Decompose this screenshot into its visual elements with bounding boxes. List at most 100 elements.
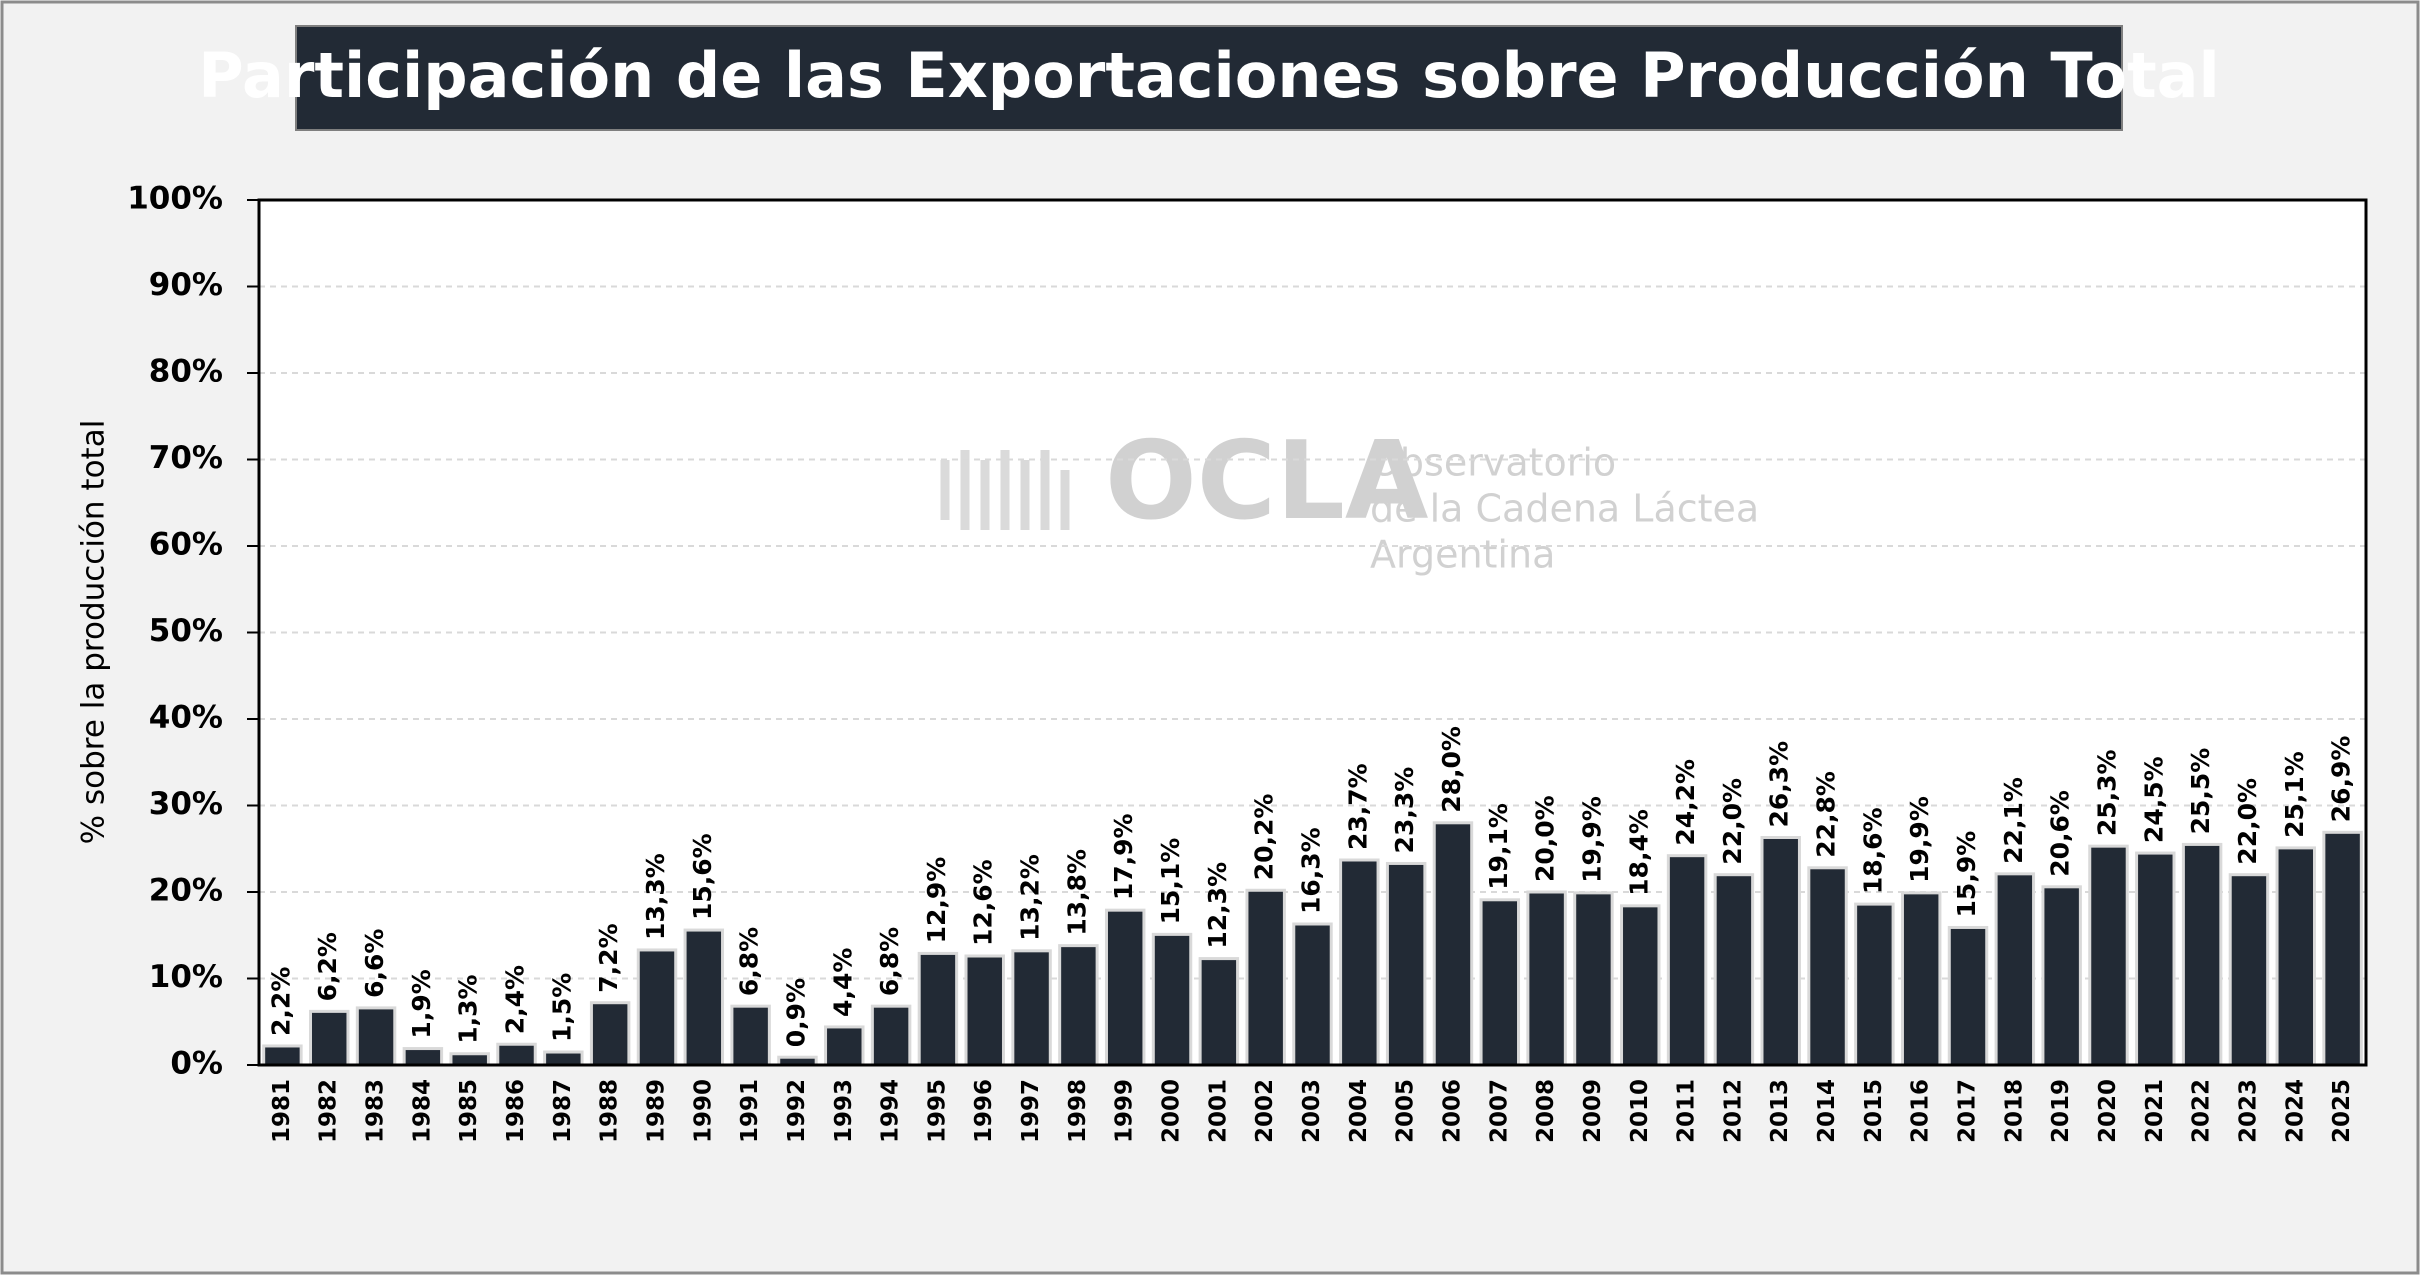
- value-label: 2,4%: [501, 965, 530, 1034]
- value-label: 1,3%: [454, 974, 483, 1043]
- bar: [1104, 908, 1146, 1067]
- value-label: 26,9%: [2327, 736, 2356, 823]
- chart-title: Participación de las Exportaciones sobre…: [198, 39, 2220, 112]
- bar: [1807, 866, 1848, 1067]
- watermark-line: Observatorio: [1370, 441, 1616, 485]
- bar: [2135, 851, 2176, 1067]
- x-tick-label: 1983: [363, 1079, 389, 1143]
- bar: [2181, 842, 2223, 1067]
- title-box: [295, 25, 2123, 131]
- value-label: 22,0%: [1718, 778, 1747, 865]
- value-label: 18,6%: [1858, 807, 1887, 894]
- x-tick-label: 1996: [971, 1079, 997, 1143]
- value-label: 13,2%: [1016, 854, 1045, 941]
- bar: [1432, 821, 1474, 1067]
- value-label: 23,3%: [1390, 767, 1419, 854]
- bar: [1292, 922, 1333, 1067]
- watermark-line: de la Cadena Láctea: [1370, 487, 1759, 531]
- bar: [730, 1004, 771, 1067]
- value-label: 15,9%: [1952, 831, 1981, 918]
- x-tick-label: 2002: [1252, 1079, 1278, 1143]
- bar: [262, 1044, 303, 1067]
- bar: [964, 954, 1005, 1067]
- bar: [2322, 830, 2363, 1067]
- value-label: 18,4%: [1624, 809, 1653, 896]
- x-tick-label: 2013: [1767, 1079, 1793, 1143]
- x-tick-label: 1985: [456, 1079, 482, 1143]
- x-tick-label: 2012: [1720, 1079, 1746, 1143]
- y-tick-label: 90%: [149, 267, 223, 303]
- x-tick-label: 1987: [550, 1079, 576, 1143]
- value-label: 16,3%: [1297, 827, 1326, 914]
- y-tick-label: 50%: [149, 613, 223, 649]
- watermark: OCLA Observatorio de la Cadena Láctea Ar…: [940, 419, 1759, 577]
- bar: [2228, 873, 2270, 1067]
- x-tick-label: 1994: [878, 1079, 904, 1143]
- x-tick-label: 1999: [1112, 1079, 1138, 1143]
- x-tick-label: 2006: [1439, 1079, 1465, 1143]
- y-tick-label: 30%: [149, 786, 223, 822]
- value-label: 24,2%: [1671, 759, 1700, 846]
- watermark-line: Argentina: [1370, 533, 1555, 577]
- x-tick-label: 2011: [1674, 1079, 1700, 1143]
- x-tick-label: 2014: [1814, 1079, 1840, 1143]
- x-tick-label: 2021: [2142, 1079, 2168, 1143]
- bar: [1058, 944, 1099, 1067]
- value-label: 6,8%: [735, 927, 764, 996]
- x-tick-label: 2001: [1205, 1079, 1231, 1143]
- bar: [1994, 872, 2036, 1067]
- value-label: 15,6%: [688, 833, 717, 920]
- x-tick-label: 2024: [2282, 1079, 2308, 1143]
- value-label: 19,9%: [1905, 796, 1934, 883]
- x-tick-label: 1995: [924, 1079, 950, 1143]
- bar: [1947, 925, 1989, 1067]
- plot-border: [257, 198, 2368, 1067]
- value-label: 2,2%: [266, 967, 295, 1036]
- bar: [309, 1009, 350, 1067]
- bar: [1151, 932, 1193, 1067]
- x-tick-label: 2009: [1580, 1079, 1606, 1143]
- x-tick-label: 2016: [1908, 1079, 1934, 1143]
- value-label: 6,6%: [360, 929, 389, 998]
- bar: [543, 1050, 584, 1067]
- x-tick-label: 2017: [1955, 1079, 1981, 1143]
- y-tick-label: 10%: [149, 959, 223, 995]
- bar: [1760, 836, 1801, 1067]
- y-tick-label: 70%: [149, 440, 223, 476]
- bar: [683, 928, 725, 1067]
- bar: [2275, 846, 2316, 1067]
- x-tick-label: 2004: [1346, 1079, 1372, 1143]
- x-tick-label: 1982: [316, 1079, 342, 1143]
- value-label: 17,9%: [1109, 813, 1138, 900]
- value-label: 15,1%: [1156, 838, 1185, 925]
- x-tick-label: 2020: [2095, 1079, 2121, 1143]
- x-tick-label: 1989: [643, 1079, 669, 1143]
- bar: [1620, 904, 1661, 1067]
- y-tick-label: 60%: [149, 527, 223, 563]
- bar: [870, 1004, 912, 1067]
- bar: [1011, 949, 1052, 1067]
- value-label: 22,8%: [1812, 771, 1841, 858]
- bar: [1573, 891, 1614, 1067]
- value-label: 13,8%: [1062, 849, 1091, 936]
- value-label: 22,1%: [1999, 777, 2028, 864]
- value-label: 0,9%: [781, 978, 810, 1047]
- value-label: 7,2%: [594, 923, 623, 992]
- bar: [1245, 888, 1286, 1067]
- value-label: 25,5%: [2186, 748, 2215, 835]
- x-tick-label: 2018: [2001, 1079, 2027, 1143]
- value-label: 6,2%: [313, 932, 342, 1001]
- x-tick-label: 1991: [737, 1079, 763, 1143]
- x-tick-label: 1984: [409, 1079, 435, 1143]
- y-tick-label: 100%: [127, 181, 223, 217]
- y-tick-label: 0%: [170, 1046, 223, 1082]
- bar: [1854, 902, 1895, 1067]
- value-label: 12,9%: [922, 857, 951, 944]
- x-tick-label: 2025: [2329, 1079, 2355, 1143]
- x-tick-label: 1992: [784, 1079, 810, 1143]
- x-tick-label: 1997: [1018, 1079, 1044, 1143]
- value-label: 25,1%: [2280, 751, 2309, 838]
- value-label: 20,0%: [1531, 795, 1560, 882]
